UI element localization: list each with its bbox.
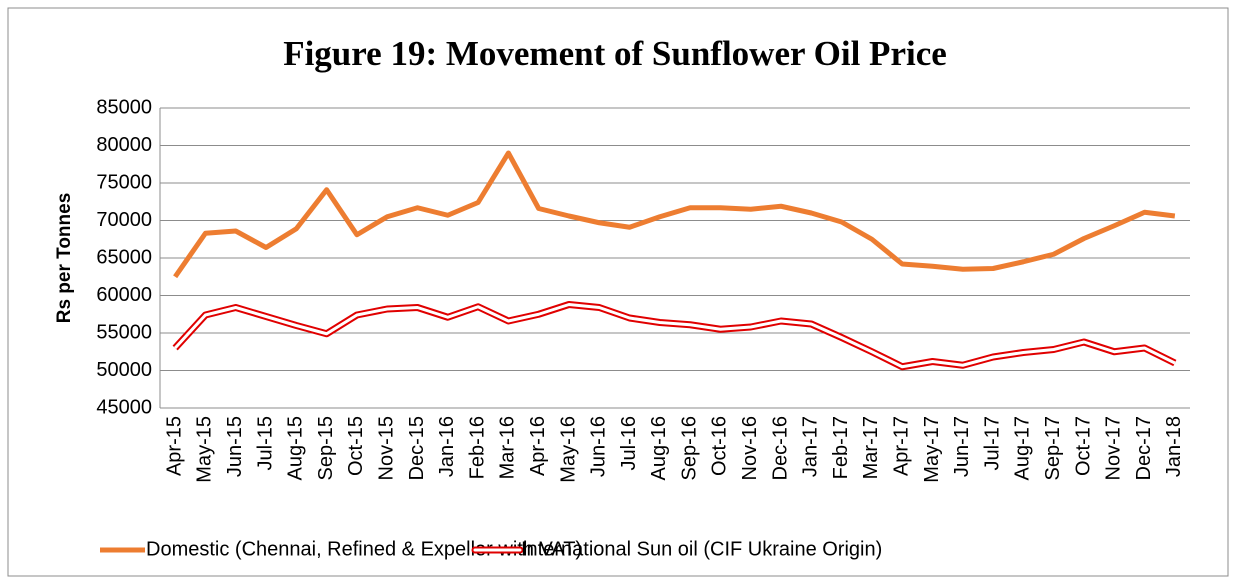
x-tick-label: Feb-16 <box>466 416 488 479</box>
x-tick-label: Aug-15 <box>285 416 307 481</box>
x-tick-label: Sep-17 <box>1042 416 1064 481</box>
y-tick-label: 55000 <box>96 321 152 343</box>
x-tick-label: Aug-17 <box>1012 416 1034 481</box>
x-tick-label: Jan-17 <box>800 416 822 477</box>
chart-title: Figure 19: Movement of Sunflower Oil Pri… <box>283 34 947 73</box>
chart-border <box>7 7 1229 577</box>
x-tick-label: Mar-16 <box>497 416 519 479</box>
x-tick-label: Jun-16 <box>588 416 610 477</box>
x-tick-label: Nov-16 <box>739 416 761 480</box>
y-tick-label: 45000 <box>96 396 152 418</box>
y-axis-label: Rs per Tonnes <box>54 193 75 324</box>
x-tick-label: Oct-15 <box>345 416 367 476</box>
x-tick-label: May-17 <box>921 416 943 483</box>
y-tick-label: 80000 <box>96 134 152 156</box>
y-tick-label: 85000 <box>96 96 152 118</box>
x-tick-label: Dec-15 <box>406 416 428 480</box>
x-tick-label: Apr-17 <box>890 416 912 476</box>
x-tick-label: Sep-16 <box>678 416 700 481</box>
x-tick-label: Nov-15 <box>375 416 397 480</box>
y-tick-label: 70000 <box>96 209 152 231</box>
x-tick-label: Jun-15 <box>224 416 246 477</box>
x-tick-label: Aug-16 <box>648 416 670 481</box>
x-tick-label: Jan-18 <box>1163 416 1185 477</box>
x-tick-label: Apr-15 <box>163 416 185 476</box>
legend-label: International Sun oil (CIF Ukraine Origi… <box>521 538 882 560</box>
series-line <box>173 150 1176 279</box>
x-tick-label: Apr-16 <box>527 416 549 476</box>
x-tick-label: Dec-16 <box>769 416 791 480</box>
x-tick-label: Nov-17 <box>1103 416 1125 480</box>
x-tick-label: May-15 <box>194 416 216 483</box>
series-line-inner <box>174 303 1176 369</box>
x-tick-label: Sep-15 <box>315 416 337 481</box>
x-tick-label: Jul-15 <box>254 416 276 470</box>
x-tick-label: Mar-17 <box>860 416 882 479</box>
x-tick-label: Feb-17 <box>830 416 852 479</box>
x-tick-label: Jul-17 <box>981 416 1003 470</box>
y-tick-label: 65000 <box>96 246 152 268</box>
y-tick-label: 75000 <box>96 171 152 193</box>
x-tick-label: Jun-17 <box>951 416 973 477</box>
x-tick-label: Dec-17 <box>1133 416 1155 480</box>
x-tick-label: Oct-16 <box>709 416 731 476</box>
x-tick-label: Jan-16 <box>436 416 458 477</box>
x-tick-label: Oct-17 <box>1072 416 1094 476</box>
y-tick-label: 60000 <box>96 284 152 306</box>
legend-label: Domestic (Chennai, Refined & Expeller wi… <box>146 538 582 560</box>
x-tick-label: Jul-16 <box>618 416 640 470</box>
y-tick-label: 50000 <box>96 359 152 381</box>
x-tick-label: May-16 <box>557 416 579 483</box>
